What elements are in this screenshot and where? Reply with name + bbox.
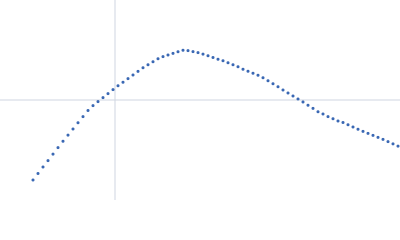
data-point: [346, 123, 350, 127]
data-point: [191, 50, 195, 54]
data-point: [296, 97, 300, 101]
data-point: [31, 178, 35, 182]
data-point: [91, 104, 95, 108]
data-point: [316, 110, 320, 114]
data-point: [136, 69, 140, 73]
data-point: [66, 133, 70, 137]
data-point: [241, 67, 245, 71]
data-point: [221, 59, 225, 63]
data-point: [126, 77, 130, 81]
data-point: [396, 144, 400, 148]
data-point: [61, 139, 65, 143]
data-point: [376, 135, 380, 139]
data-point: [171, 51, 175, 55]
data-point: [71, 127, 75, 131]
data-point: [111, 88, 115, 92]
data-point: [306, 103, 310, 107]
data-point: [301, 100, 305, 104]
data-point: [336, 119, 340, 123]
data-point: [291, 94, 295, 98]
data-point: [81, 115, 85, 119]
data-point: [216, 57, 220, 61]
data-point: [36, 172, 40, 175]
data-point: [46, 159, 50, 163]
data-point: [116, 84, 120, 88]
data-point: [166, 53, 170, 57]
data-point: [181, 48, 185, 52]
data-point: [276, 85, 280, 89]
data-point: [331, 117, 335, 121]
data-point: [176, 50, 180, 54]
data-point: [121, 80, 125, 84]
data-point: [381, 137, 385, 141]
data-point: [131, 73, 135, 77]
data-point: [326, 115, 330, 119]
data-point: [351, 125, 355, 129]
data-point: [386, 140, 390, 144]
data-point: [41, 165, 45, 169]
page: {"chart_data": {"type": "scatter", "xlim…: [0, 0, 400, 200]
data-point: [101, 96, 105, 100]
data-point: [226, 61, 230, 65]
data-point: [186, 49, 190, 53]
data-point: [86, 109, 90, 112]
data-point: [96, 100, 100, 104]
chart: [0, 0, 400, 200]
data-point: [271, 82, 275, 86]
data-point: [231, 63, 235, 67]
data-point: [391, 142, 395, 146]
data-point: [51, 152, 55, 156]
data-point: [206, 54, 210, 58]
data-point: [261, 76, 265, 80]
data-point: [286, 91, 290, 95]
data-point: [251, 71, 255, 75]
data-point: [106, 92, 110, 96]
data-point: [201, 52, 205, 56]
data-point: [266, 79, 270, 83]
data-point: [366, 131, 370, 135]
data-point: [211, 56, 215, 59]
data-point: [156, 57, 160, 61]
data-point: [371, 133, 375, 137]
data-point: [76, 121, 80, 125]
data-point: [341, 121, 345, 124]
data-point: [146, 63, 150, 67]
data-point: [321, 112, 325, 116]
data-point: [56, 146, 60, 150]
data-point: [246, 69, 250, 73]
data-point: [196, 51, 200, 55]
data-point: [256, 73, 260, 77]
data-point: [236, 65, 240, 69]
data-point: [281, 88, 285, 92]
data-point: [311, 106, 315, 110]
data-point: [141, 66, 145, 70]
data-point: [361, 129, 365, 133]
data-point: [151, 60, 155, 64]
data-point: [356, 127, 360, 131]
data-point: [161, 55, 165, 59]
